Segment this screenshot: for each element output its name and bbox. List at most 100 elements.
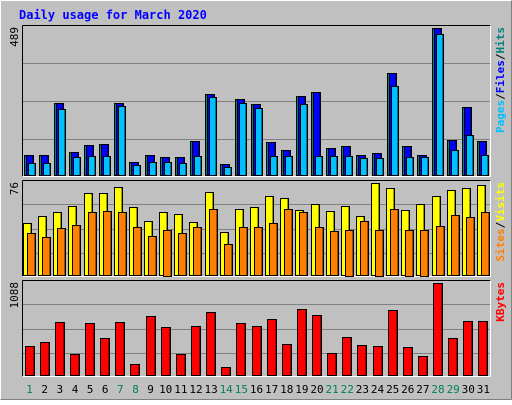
bar-kbytes-day-3	[55, 322, 65, 376]
series-axis-label-part: /	[494, 53, 507, 60]
bar-shade	[276, 157, 277, 175]
series-axis-label: Pages/Files/Hits	[494, 27, 507, 133]
bar-sites-day-31	[481, 212, 490, 276]
y-max-label: 76	[8, 182, 21, 195]
bar-shade	[412, 231, 413, 276]
x-tick-label-day-1: 1	[26, 383, 33, 396]
bar-shade	[200, 157, 201, 175]
bar-shade	[49, 164, 50, 175]
bar-kbytes-day-6	[100, 338, 110, 376]
bar-shade	[275, 320, 276, 375]
x-tick-label-day-24: 24	[371, 383, 385, 396]
x-tick-label-day-16: 16	[250, 383, 263, 396]
series-axis-label-part: Files	[494, 60, 507, 93]
bar-shade	[64, 110, 65, 175]
bar-pages-day-15	[239, 103, 247, 176]
y-max-label: 1088	[8, 282, 21, 309]
bar-shade	[155, 237, 156, 275]
bar-shade	[367, 222, 368, 275]
bar-kbytes-day-20	[312, 315, 322, 376]
x-tick-label-day-31: 31	[477, 383, 490, 396]
bar-kbytes-day-30	[463, 321, 473, 376]
bar-shade	[63, 323, 64, 375]
bar-sites-day-12	[193, 227, 202, 276]
bar-pages-day-6	[103, 156, 111, 176]
bar-sites-day-3	[57, 228, 66, 276]
bar-pages-day-27	[421, 157, 429, 176]
bar-kbytes-day-13	[206, 312, 216, 376]
bar-shade	[441, 284, 442, 375]
bar-sites-day-17	[269, 223, 278, 276]
bar-shade	[350, 338, 351, 375]
bar-shade	[124, 107, 125, 175]
bar-sites-day-8	[133, 227, 142, 276]
bar-pages-day-30	[466, 135, 474, 176]
bar-shade	[214, 313, 215, 375]
bar-shade	[184, 355, 185, 375]
bar-shade	[199, 327, 200, 375]
x-tick-label-day-25: 25	[386, 383, 399, 396]
x-tick-label-day-9: 9	[147, 383, 154, 396]
bar-pages-day-20	[315, 156, 323, 176]
bar-kbytes-day-1	[25, 346, 35, 376]
bar-pages-day-1	[28, 163, 36, 176]
bar-shade	[427, 231, 428, 276]
bar-shade	[458, 216, 459, 275]
bar-kbytes-day-26	[403, 347, 413, 376]
bar-pages-day-22	[345, 156, 353, 176]
bar-pages-day-16	[255, 108, 263, 176]
x-tick-label-day-7: 7	[117, 383, 124, 396]
bar-kbytes-day-4	[70, 354, 80, 376]
x-tick-label-day-6: 6	[102, 383, 109, 396]
x-tick-label-day-30: 30	[462, 383, 475, 396]
series-axis-label-part: KBytes	[494, 282, 507, 322]
bar-shade	[305, 310, 306, 375]
bar-pages-day-24	[376, 158, 384, 176]
series-axis-label-part: Hits	[494, 27, 507, 54]
bar-sites-day-21	[330, 231, 339, 276]
bar-kbytes-day-11	[176, 354, 186, 376]
bar-shade	[93, 324, 94, 375]
bar-kbytes-day-14	[221, 367, 231, 376]
series-axis-label: KBytes	[494, 282, 507, 322]
x-tick-label-day-2: 2	[41, 383, 48, 396]
bar-shade	[48, 343, 49, 375]
bar-shade	[378, 184, 379, 275]
bar-sites-day-14	[224, 244, 233, 276]
bar-kbytes-day-7	[115, 322, 125, 376]
bar-sites-day-5	[88, 212, 97, 276]
bar-shade	[397, 87, 398, 175]
bar-kbytes-day-28	[433, 283, 443, 376]
bar-shade	[486, 322, 487, 375]
bar-shade	[244, 324, 245, 375]
bar-pages-day-8	[133, 165, 141, 176]
bar-shade	[245, 104, 246, 175]
bar-kbytes-day-2	[40, 342, 50, 376]
bar-kbytes-day-25	[388, 310, 398, 376]
bar-shade	[95, 213, 96, 275]
bar-sites-day-9	[148, 236, 157, 276]
bar-kbytes-day-12	[191, 326, 201, 376]
series-axis-label-part: /	[494, 93, 507, 100]
chart-title: Daily usage for March 2020	[19, 8, 207, 22]
bar-kbytes-day-10	[161, 327, 171, 376]
bar-sites-day-24	[375, 230, 384, 277]
bar-kbytes-day-19	[297, 309, 307, 376]
bar-pages-day-31	[481, 155, 489, 176]
bar-kbytes-day-17	[267, 319, 277, 376]
bar-sites-day-25	[390, 209, 399, 276]
x-tick-label-day-18: 18	[280, 383, 293, 396]
bar-shade	[78, 355, 79, 375]
x-tick-label-day-4: 4	[72, 383, 79, 396]
bar-sites-day-7	[118, 212, 127, 276]
bar-pages-day-2	[43, 163, 51, 176]
bar-sites-day-26	[405, 230, 414, 277]
bar-pages-day-21	[330, 156, 338, 176]
bar-kbytes-day-15	[236, 323, 246, 376]
x-tick-label-day-11: 11	[174, 383, 187, 396]
bar-pages-day-18	[285, 156, 293, 176]
bar-shade	[215, 98, 216, 175]
bar-sites-day-10	[163, 230, 172, 277]
